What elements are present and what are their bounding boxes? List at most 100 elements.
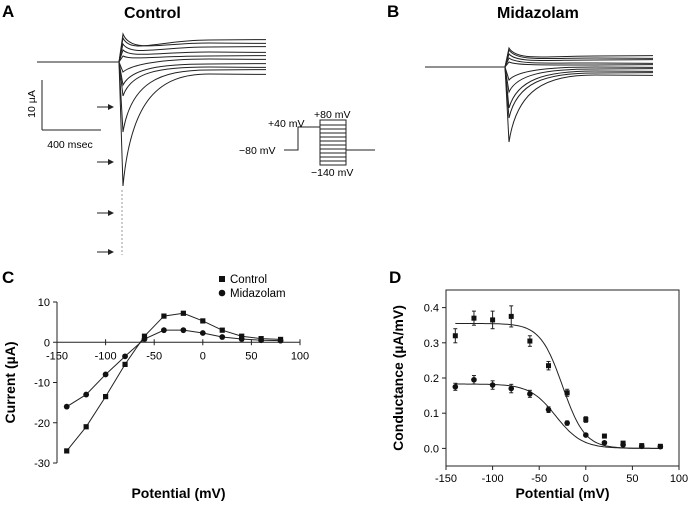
- data-point: [638, 443, 645, 450]
- y-tick-label: 0.3: [424, 338, 439, 350]
- current-trace: [425, 48, 654, 68]
- y-tick-label: 0.4: [424, 303, 439, 315]
- x-axis-title: Potential (mV): [131, 485, 225, 501]
- data-point: [63, 403, 70, 410]
- current-trace: [425, 57, 654, 68]
- data-point: [180, 310, 186, 316]
- data-point: [83, 424, 89, 430]
- y-axis-title: Conductance (µA/mV): [390, 305, 406, 451]
- y-axis-title: Current (µA): [2, 342, 18, 424]
- data-point: [583, 432, 589, 438]
- current-trace: [425, 66, 654, 82]
- y-tick-label: -10: [34, 378, 50, 390]
- data-point: [601, 433, 607, 439]
- data-point: [545, 406, 552, 413]
- voltage-protocol: [284, 119, 375, 166]
- data-point: [508, 385, 515, 392]
- current-trace: [425, 66, 654, 94]
- arrow-3: [97, 210, 114, 216]
- y-tick-label: -20: [34, 418, 50, 430]
- current-trace: [37, 49, 267, 63]
- current-trace: [37, 61, 267, 87]
- data-point: [452, 384, 459, 390]
- current-trace: [425, 53, 654, 68]
- current-trace: [37, 58, 267, 73]
- current-trace: [425, 61, 654, 68]
- series-line: [66, 329, 281, 408]
- protocol-top-label: +80 mV: [314, 109, 350, 121]
- data-point: [490, 317, 496, 323]
- y-tick-label: -30: [34, 458, 50, 470]
- current-trace: [425, 46, 654, 68]
- data-point: [122, 361, 128, 367]
- data-point: [601, 439, 608, 446]
- data-point: [564, 420, 570, 426]
- legend-marker: [218, 289, 226, 297]
- legend-marker: [219, 276, 225, 282]
- current-trace: [425, 66, 654, 109]
- arrow-markers: [97, 104, 114, 255]
- data-point: [238, 336, 245, 342]
- arrow-1: [97, 104, 114, 110]
- current-trace: [37, 61, 267, 97]
- x-tick-label: 0: [583, 473, 589, 485]
- y-tick-label: 0.0: [424, 443, 439, 455]
- x-tick-label: 50: [245, 350, 257, 362]
- scale-bar: 10 µA 400 msec: [26, 80, 101, 151]
- x-tick-label: -50: [531, 473, 547, 485]
- x-tick-label: 100: [291, 350, 309, 362]
- arrow-4: [97, 249, 114, 255]
- data-point: [200, 318, 206, 324]
- y-tick-label: 10: [38, 297, 50, 309]
- scale-bar-current-label: 10 µA: [26, 90, 38, 118]
- protocol-bottom-label: −140 mV: [311, 167, 353, 179]
- data-point: [583, 417, 589, 423]
- arrow-2: [97, 159, 114, 165]
- current-trace: [37, 42, 267, 63]
- x-tick-label: -150: [435, 473, 457, 485]
- panel-letter-c: C: [2, 268, 14, 287]
- data-point: [199, 330, 206, 336]
- panel-letter-d: D: [389, 268, 401, 287]
- data-point: [277, 337, 284, 344]
- data-point: [546, 363, 552, 369]
- x-axis-title: Potential (mV): [515, 485, 609, 501]
- data-point: [258, 337, 265, 344]
- y-tick-label: 0: [44, 337, 50, 349]
- x-tick-label: 0: [200, 350, 206, 362]
- legend-label: Control: [230, 274, 267, 286]
- y-tick-label: 0.1: [424, 408, 439, 420]
- data-point: [527, 338, 533, 344]
- data-point: [508, 313, 514, 319]
- data-point: [564, 390, 570, 396]
- fit-curve: [455, 383, 661, 449]
- data-point: [83, 391, 90, 398]
- current-trace: [425, 66, 654, 143]
- fit-curve: [455, 322, 661, 449]
- legend-label: Midazolam: [230, 288, 286, 300]
- y-tick-label: 0.2: [424, 373, 439, 385]
- data-point: [122, 353, 128, 360]
- current-trace: [425, 66, 654, 119]
- plot-frame: [445, 289, 680, 467]
- x-tick-label: 50: [626, 473, 638, 485]
- current-traces-control: [37, 32, 267, 255]
- data-point: [102, 371, 109, 378]
- panel-title-control: Control: [124, 5, 181, 22]
- current-traces-midazolam: [425, 46, 654, 143]
- current-trace: [37, 32, 267, 63]
- data-point: [103, 393, 109, 400]
- data-point: [471, 315, 477, 321]
- x-tick-label: 100: [670, 473, 688, 485]
- scale-bar-time-label: 400 msec: [47, 139, 93, 151]
- data-point: [64, 448, 70, 454]
- data-point: [219, 327, 225, 333]
- panel-title-midazolam: Midazolam: [497, 5, 579, 22]
- x-tick-label: -100: [95, 350, 117, 362]
- data-point: [527, 391, 533, 397]
- protocol-hold-label: −80 mV: [239, 145, 275, 157]
- data-point: [620, 442, 626, 448]
- conductance-chart: -150 -100 -50 0 50 100 0.0 0.1 0.2 0.3 0.4 Potentia…: [390, 289, 688, 501]
- protocol-prepulse-label: +40 mV: [268, 118, 304, 130]
- data-point: [471, 376, 477, 383]
